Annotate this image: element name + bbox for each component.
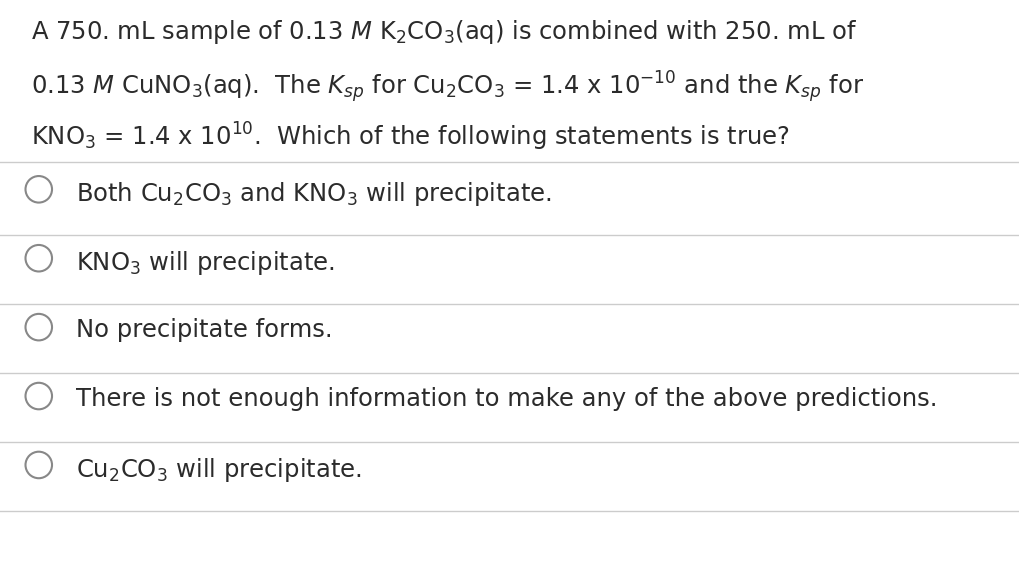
Text: A 750. mL sample of 0.13 $M$ K$_2$CO$_3$(aq) is combined with 250. mL of: A 750. mL sample of 0.13 $M$ K$_2$CO$_3$…	[31, 18, 856, 46]
Text: Cu$_2$CO$_3$ will precipitate.: Cu$_2$CO$_3$ will precipitate.	[76, 456, 362, 484]
Text: KNO$_3$ = 1.4 x 10$^{10}$.  Which of the following statements is true?: KNO$_3$ = 1.4 x 10$^{10}$. Which of the …	[31, 120, 789, 152]
Text: KNO$_3$ will precipitate.: KNO$_3$ will precipitate.	[76, 249, 335, 277]
Text: Both Cu$_2$CO$_3$ and KNO$_3$ will precipitate.: Both Cu$_2$CO$_3$ and KNO$_3$ will preci…	[76, 180, 551, 208]
Text: There is not enough information to make any of the above predictions.: There is not enough information to make …	[76, 387, 937, 411]
Text: No precipitate forms.: No precipitate forms.	[76, 318, 333, 342]
Text: 0.13 $M$ CuNO$_3$(aq).  The $K_{sp}$ for Cu$_2$CO$_3$ = 1.4 x 10$^{-10}$ and the: 0.13 $M$ CuNO$_3$(aq). The $K_{sp}$ for …	[31, 69, 863, 105]
